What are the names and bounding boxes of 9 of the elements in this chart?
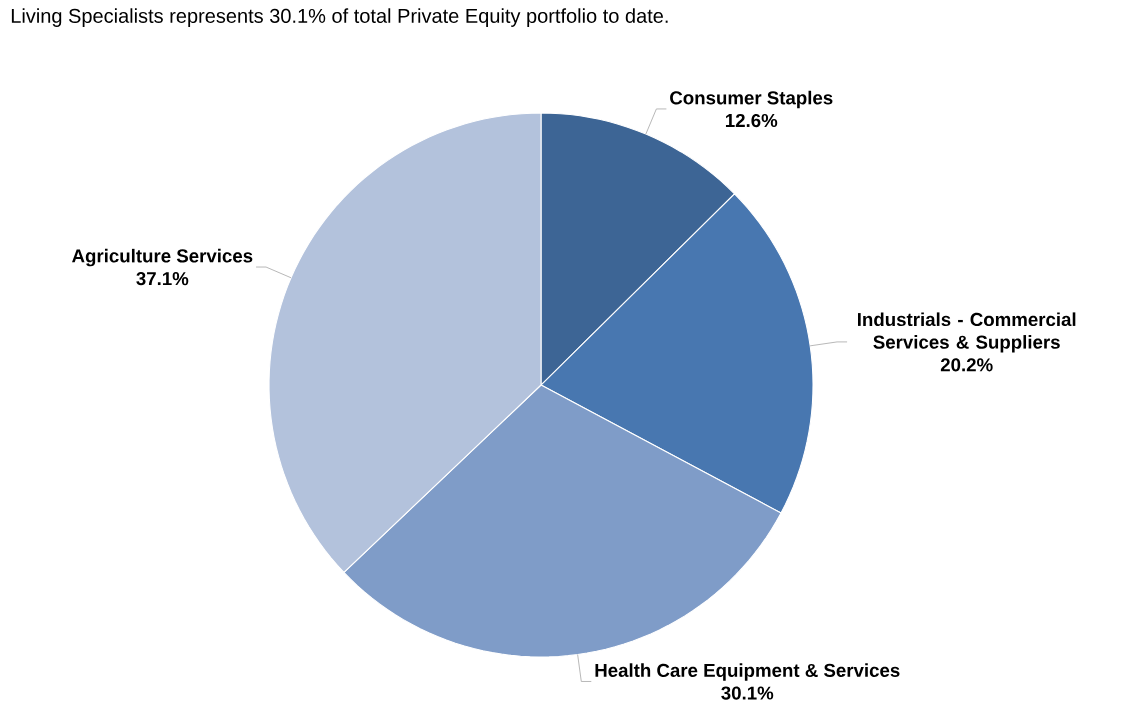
data-label: 20.2% bbox=[940, 358, 993, 372]
data-label: 30.1% bbox=[721, 686, 774, 700]
data-label: 37.1% bbox=[136, 271, 189, 286]
slice-label: Consumer Staples bbox=[670, 90, 833, 109]
slice-label: Health Care Equipment & Services bbox=[595, 663, 900, 681]
data-label: 12.6% bbox=[725, 113, 778, 128]
text: Living Specialists represents 30.1% of total Private Equity portfolio to date. bbox=[11, 8, 668, 27]
slice-label: Industrials - Commercial Services & Suppliers bbox=[857, 312, 1076, 353]
slice-label: Agriculture Services bbox=[72, 248, 253, 267]
